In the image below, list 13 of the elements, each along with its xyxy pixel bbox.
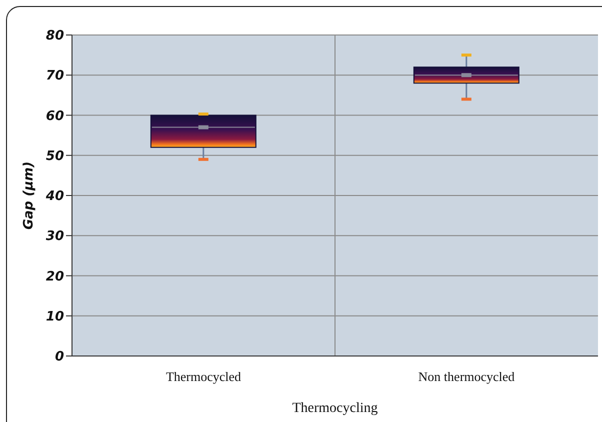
y-tick-label: 30: [46, 229, 64, 244]
x-axis-title: Thermocycling: [292, 401, 378, 416]
y-tick-label: 40: [44, 189, 64, 204]
y-tick-label: 80: [46, 28, 64, 44]
y-tick-label: 20: [46, 269, 64, 284]
y-tick-label: 70: [46, 68, 64, 84]
y-tick-label: 60: [46, 108, 64, 124]
y-axis-title: Gap (µm): [22, 161, 37, 230]
x-tick-label: Non thermocycled: [418, 369, 516, 384]
y-tick-label: 50: [46, 148, 64, 164]
y-tick-label: 10: [46, 309, 64, 324]
y-tick-label: 0: [54, 350, 64, 365]
x-tick-label: Thermocycled: [166, 369, 242, 384]
